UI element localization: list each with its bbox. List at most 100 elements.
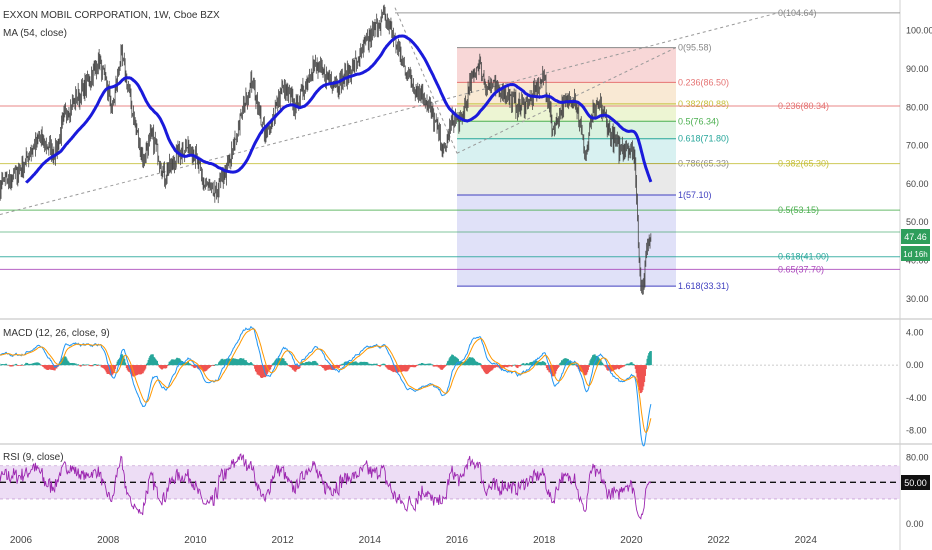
macd-histogram-bar	[156, 363, 159, 366]
fib-long-label: 0.618(41.00)	[778, 252, 829, 262]
rsi-y-tick-label: 80.00	[906, 452, 929, 462]
macd-histogram-bar	[270, 365, 273, 366]
price-y-tick-label: 90.00	[906, 64, 929, 74]
macd-histogram-bar	[77, 364, 80, 366]
rsi-line	[0, 453, 652, 520]
macd-histogram-bar	[506, 365, 509, 368]
macd-y-tick-label: 4.00	[906, 327, 924, 337]
ma-legend: MA (54, close)	[3, 28, 67, 39]
macd-histogram-bar	[87, 364, 90, 366]
fib-level-label: 0.5(76.34)	[678, 116, 719, 126]
macd-histogram-bar	[94, 364, 97, 366]
x-tick-label: 2012	[271, 535, 294, 546]
macd-histogram-bar	[513, 365, 516, 366]
macd-histogram-bar	[375, 363, 378, 366]
macd-histogram-bar	[189, 363, 192, 366]
macd-histogram-bar	[586, 365, 589, 370]
fib-long-label: 0.5(53.15)	[778, 205, 819, 215]
fib-long-label: 0.236(80.34)	[778, 101, 829, 111]
fib-zone	[457, 47, 676, 83]
macd-histogram-bar	[522, 363, 525, 366]
macd-histogram-bar	[316, 363, 319, 366]
macd-y-tick-label: 0.00	[906, 360, 924, 370]
macd-histogram-bar	[510, 365, 513, 367]
macd-histogram-bar	[252, 364, 255, 366]
x-tick-label: 2010	[184, 535, 207, 546]
macd-histogram-bar	[443, 365, 446, 367]
macd-histogram-bar	[370, 364, 373, 366]
macd-histogram-bar	[416, 365, 419, 366]
rsi-legend: RSI (9, close)	[3, 452, 64, 463]
x-tick-label: 2006	[10, 535, 33, 546]
macd-histogram-bar	[338, 365, 341, 366]
macd-histogram-bar	[298, 365, 301, 368]
x-tick-label: 2020	[620, 535, 643, 546]
fib-long-label: 0(104.64)	[778, 8, 817, 18]
fib-level-label: 1(57.10)	[678, 190, 712, 200]
macd-histogram-bar	[213, 365, 216, 366]
macd-histogram-bar	[479, 363, 482, 366]
x-tick-label: 2014	[359, 535, 382, 546]
moving-average-line	[25, 34, 653, 184]
macd-histogram-bar	[630, 362, 633, 366]
macd-histogram-bar	[519, 365, 522, 366]
macd-histogram-bar	[91, 365, 94, 367]
rsi-tag: 50.00	[904, 478, 927, 488]
rsi-tag-bg	[901, 475, 930, 490]
macd-histogram-bar	[340, 365, 343, 366]
macd-histogram-bar	[5, 363, 8, 366]
macd-histogram-bar	[83, 365, 86, 366]
macd-histogram-bar	[623, 365, 626, 367]
macd-histogram-bar	[414, 365, 417, 368]
fib-level-label: 1.618(33.31)	[678, 281, 729, 291]
macd-histogram-bar	[557, 365, 560, 367]
macd-histogram-bar	[21, 364, 24, 366]
macd-histogram-bar	[384, 364, 387, 366]
price-y-tick-label: 50.00	[906, 217, 929, 227]
macd-histogram-bar	[76, 365, 79, 366]
macd-histogram-bar	[75, 364, 78, 366]
trend-line	[394, 7, 458, 154]
fib-level-label: 0(95.58)	[678, 43, 712, 53]
price-y-tick-label: 80.00	[906, 102, 929, 112]
fib-long-label: 0.382(65.30)	[778, 159, 829, 169]
macd-histogram-bar	[623, 365, 626, 366]
macd-histogram-bar	[429, 363, 432, 366]
fib-level-label: 0.618(71.80)	[678, 134, 729, 144]
countdown-tag: 1d 16h	[903, 250, 927, 259]
x-tick-label: 2022	[707, 535, 730, 546]
price-y-tick-label: 30.00	[906, 294, 929, 304]
macd-y-tick-label: -8.00	[906, 426, 927, 436]
macd-histogram-bar	[15, 363, 18, 366]
macd-histogram-bar	[250, 363, 253, 366]
chart-title: EXXON MOBIL CORPORATION, 1W, Cboe BZX	[3, 10, 220, 21]
macd-histogram-bar	[644, 365, 647, 370]
macd-histogram-bar	[574, 364, 577, 366]
fib-level-label: 0.382(80.88)	[678, 99, 729, 109]
macd-legend: MACD (12, 26, close, 9)	[3, 328, 110, 339]
fib-level-label: 0.236(86.50)	[678, 77, 729, 87]
macd-histogram-bar	[516, 365, 519, 369]
macd-histogram-bar	[0, 364, 3, 366]
macd-histogram-bar	[337, 365, 340, 368]
macd-histogram-bar	[97, 364, 100, 366]
macd-histogram-bar	[215, 364, 218, 366]
axes-layer: 2006 2008 2010 2012 2014 2016 2018 2020 2022 2024…	[10, 26, 932, 546]
macd-histogram-bar	[23, 364, 26, 366]
macd-histogram-bar	[544, 362, 547, 366]
x-tick-label: 2024	[795, 535, 818, 546]
rsi-layer	[0, 453, 900, 520]
macd-histogram-bar	[72, 363, 75, 366]
macd-histogram-bar	[270, 365, 273, 367]
macd-histogram-bar	[649, 351, 652, 366]
macd-histogram-bar	[79, 365, 82, 367]
moving-average-layer	[25, 34, 653, 184]
macd-histogram-bar	[5, 364, 8, 366]
macd-histogram-bar	[632, 363, 635, 366]
macd-histogram-bar	[369, 363, 372, 366]
fib-long-label: 0.65(37.70)	[778, 264, 824, 274]
macd-histogram-bar	[633, 364, 636, 366]
macd-histogram-bar	[514, 364, 517, 366]
macd-histogram-bar	[379, 365, 382, 366]
